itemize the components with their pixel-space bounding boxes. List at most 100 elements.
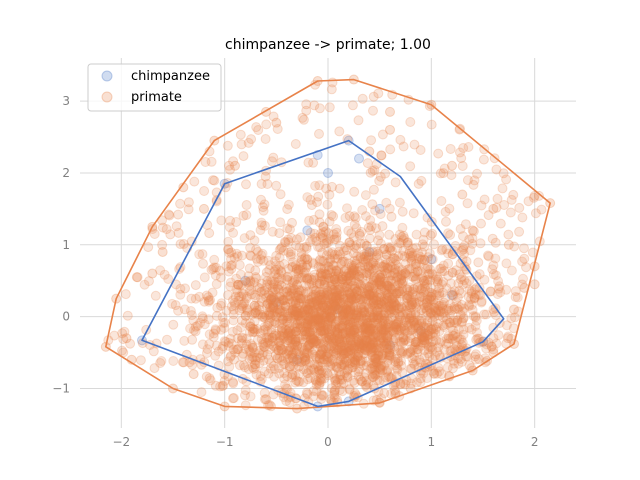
point-primate — [371, 343, 382, 353]
point-primate — [442, 333, 452, 344]
point-primate — [300, 295, 311, 306]
point-primate — [326, 334, 337, 345]
point-primate — [319, 328, 330, 339]
point-primate — [415, 357, 426, 368]
point-primate — [406, 310, 417, 321]
point-primate — [503, 229, 514, 240]
point-primate — [380, 325, 391, 336]
point-primate — [295, 264, 306, 275]
point-primate — [357, 376, 367, 387]
point-primate — [236, 335, 247, 346]
point-primate — [352, 290, 363, 301]
point-primate — [293, 325, 304, 336]
point-primate — [334, 293, 344, 304]
point-primate — [332, 337, 343, 348]
point-primate — [359, 310, 370, 321]
point-primate — [349, 313, 360, 323]
point-primate — [238, 151, 249, 162]
point-primate — [373, 299, 384, 310]
point-primate — [488, 344, 499, 355]
point-primate — [439, 322, 450, 333]
point-primate — [248, 323, 259, 334]
point-primate — [324, 334, 335, 345]
point-primate — [479, 309, 490, 320]
point-primate — [365, 324, 375, 335]
point-primate — [274, 332, 285, 343]
point-primate — [423, 269, 434, 280]
point-primate — [371, 354, 381, 365]
point-primate — [356, 330, 367, 341]
point-primate — [219, 376, 230, 386]
chart-title: chimpanzee -> primate; 1.00 — [225, 37, 431, 53]
point-primate — [266, 303, 277, 314]
point-primate — [351, 313, 361, 324]
point-primate — [317, 338, 328, 349]
point-primate — [281, 287, 292, 297]
point-primate — [357, 342, 367, 353]
point-primate — [313, 316, 324, 327]
point-primate — [364, 281, 375, 292]
point-primate — [368, 372, 379, 383]
point-primate — [310, 375, 321, 386]
point-primate — [303, 340, 314, 351]
point-primate — [344, 271, 355, 282]
point-primate — [460, 264, 471, 274]
point-primate — [308, 345, 319, 356]
point-primate — [300, 318, 311, 329]
point-primate — [307, 298, 318, 309]
point-primate — [289, 344, 300, 355]
point-primate — [406, 254, 417, 265]
point-primate — [286, 249, 296, 260]
point-primate — [306, 294, 317, 305]
point-primate — [350, 296, 361, 307]
point-primate — [506, 313, 517, 324]
point-primate — [401, 294, 412, 304]
point-primate — [393, 309, 404, 320]
point-primate — [381, 288, 392, 299]
point-primate — [228, 227, 239, 238]
point-primate — [320, 351, 331, 362]
point-primate — [451, 297, 462, 308]
point-primate — [341, 300, 352, 311]
point-primate — [290, 336, 301, 347]
point-primate — [389, 308, 400, 319]
point-primate — [342, 308, 353, 318]
point-primate — [369, 288, 380, 299]
point-primate — [374, 276, 385, 287]
point-primate — [332, 327, 343, 338]
point-primate — [340, 355, 351, 365]
point-primate — [292, 319, 302, 330]
point-primate — [307, 320, 318, 331]
point-primate — [337, 271, 348, 281]
point-chimpanzee — [302, 225, 313, 236]
point-primate — [303, 286, 313, 297]
point-primate — [363, 286, 374, 296]
point-primate — [329, 333, 340, 344]
point-primate — [262, 337, 273, 348]
point-primate — [354, 228, 365, 239]
point-primate — [339, 307, 350, 318]
point-primate — [379, 388, 390, 399]
point-primate — [449, 358, 460, 369]
point-primate — [355, 261, 365, 272]
point-primate — [226, 301, 237, 312]
point-primate — [308, 214, 319, 225]
point-primate — [247, 323, 258, 334]
point-primate — [373, 277, 384, 288]
point-primate — [283, 247, 294, 258]
point-primate — [385, 344, 396, 355]
point-primate — [384, 298, 394, 309]
point-primate — [322, 320, 333, 331]
point-chimpanzee — [333, 304, 344, 315]
point-primate — [370, 371, 380, 382]
point-primate — [402, 284, 413, 295]
point-primate — [354, 271, 364, 282]
point-primate — [386, 270, 396, 281]
point-primate — [304, 279, 315, 290]
point-primate — [261, 300, 272, 311]
point-primate — [414, 327, 425, 338]
point-primate — [173, 209, 184, 220]
point-primate — [322, 354, 333, 365]
point-primate — [385, 326, 395, 337]
point-primate — [318, 221, 329, 232]
